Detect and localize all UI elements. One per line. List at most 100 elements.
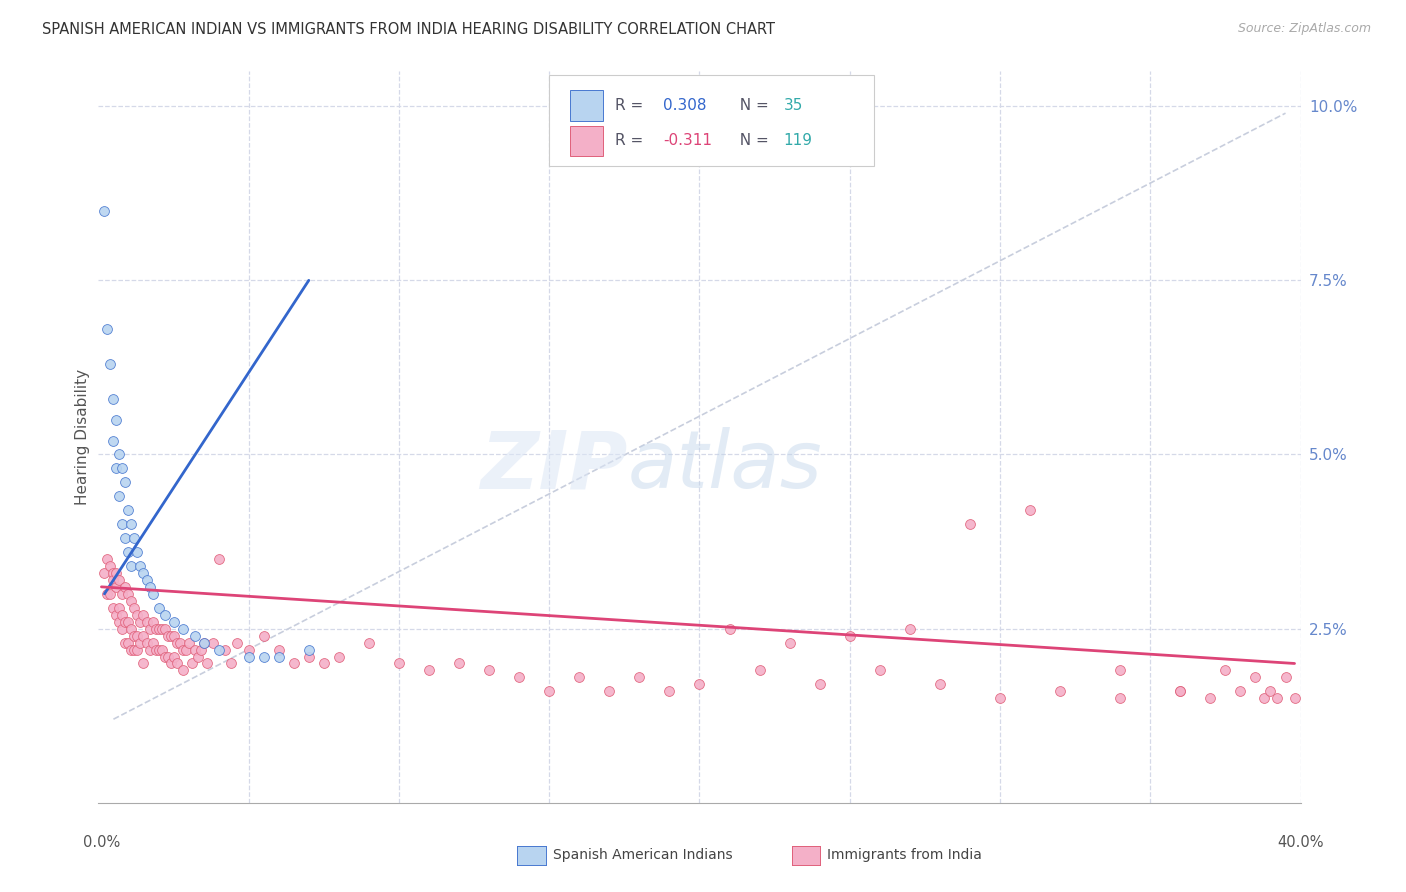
Point [141,587,163,601]
Point [127,545,149,559]
FancyBboxPatch shape [550,75,873,167]
Point [111,587,134,601]
Point [238,642,260,657]
Point [105,412,128,426]
Point [718,622,741,636]
Point [100,357,122,371]
Point [108,573,131,587]
Point [150,622,173,636]
Point [121,642,143,657]
Point [96,587,118,601]
Text: R =: R = [616,97,648,112]
Point [132,657,155,671]
Point [103,434,125,448]
Point [111,622,134,636]
Point [96,552,118,566]
Point [478,664,501,678]
Point [117,587,139,601]
Point [298,649,321,664]
Point [1265,691,1288,706]
Point [172,622,194,636]
Point [538,684,561,698]
Point [114,580,136,594]
Point [153,622,176,636]
Point [159,657,181,671]
Point [103,573,125,587]
Point [141,615,163,629]
FancyBboxPatch shape [569,126,603,156]
Point [162,629,184,643]
Point [298,642,321,657]
Point [253,629,276,643]
Point [187,649,209,664]
Point [388,657,411,671]
Point [162,649,184,664]
Point [103,600,125,615]
Point [117,545,139,559]
Text: 0.308: 0.308 [664,97,707,112]
Y-axis label: Hearing Disability: Hearing Disability [75,369,90,505]
Point [93,566,115,580]
Point [193,635,215,649]
Point [156,649,179,664]
Point [214,642,236,657]
Point [121,517,143,532]
Point [135,615,157,629]
Point [898,622,921,636]
Point [132,566,155,580]
Point [108,448,131,462]
Point [114,615,136,629]
Point [111,461,134,475]
Text: Spanish American Indians: Spanish American Indians [553,848,733,863]
Point [208,552,231,566]
Point [117,635,139,649]
Point [508,670,530,684]
Point [628,670,651,684]
Point [219,657,242,671]
Text: Immigrants from India: Immigrants from India [827,848,981,863]
Point [172,664,194,678]
Point [166,635,188,649]
Point [111,607,134,622]
Point [1244,670,1267,684]
Point [135,635,157,649]
Point [208,642,231,657]
Point [180,657,202,671]
Point [124,600,146,615]
Point [96,322,118,336]
Point [1199,691,1222,706]
Point [135,573,157,587]
Text: 40.0%: 40.0% [1277,836,1324,850]
Point [748,664,770,678]
Point [100,558,122,573]
Point [808,677,831,691]
Text: 0.0%: 0.0% [83,836,120,850]
Text: SPANISH AMERICAN INDIAN VS IMMIGRANTS FROM INDIA HEARING DISABILITY CORRELATION : SPANISH AMERICAN INDIAN VS IMMIGRANTS FR… [42,22,775,37]
Point [1260,684,1282,698]
Point [132,629,155,643]
Point [1109,691,1132,706]
Point [138,580,160,594]
Point [1019,503,1042,517]
Point [689,677,711,691]
Point [145,642,167,657]
Point [105,580,128,594]
Point [153,607,176,622]
Point [127,629,149,643]
Point [193,635,215,649]
Point [869,664,891,678]
Point [124,531,146,545]
Point [183,629,205,643]
Point [138,642,160,657]
Point [129,635,152,649]
Text: 35: 35 [783,97,803,112]
Point [105,566,128,580]
Point [267,649,290,664]
FancyBboxPatch shape [569,90,603,121]
Point [103,392,125,406]
Point [1274,670,1296,684]
Point [1215,664,1237,678]
Point [174,642,197,657]
Point [238,649,260,664]
Point [1229,684,1251,698]
